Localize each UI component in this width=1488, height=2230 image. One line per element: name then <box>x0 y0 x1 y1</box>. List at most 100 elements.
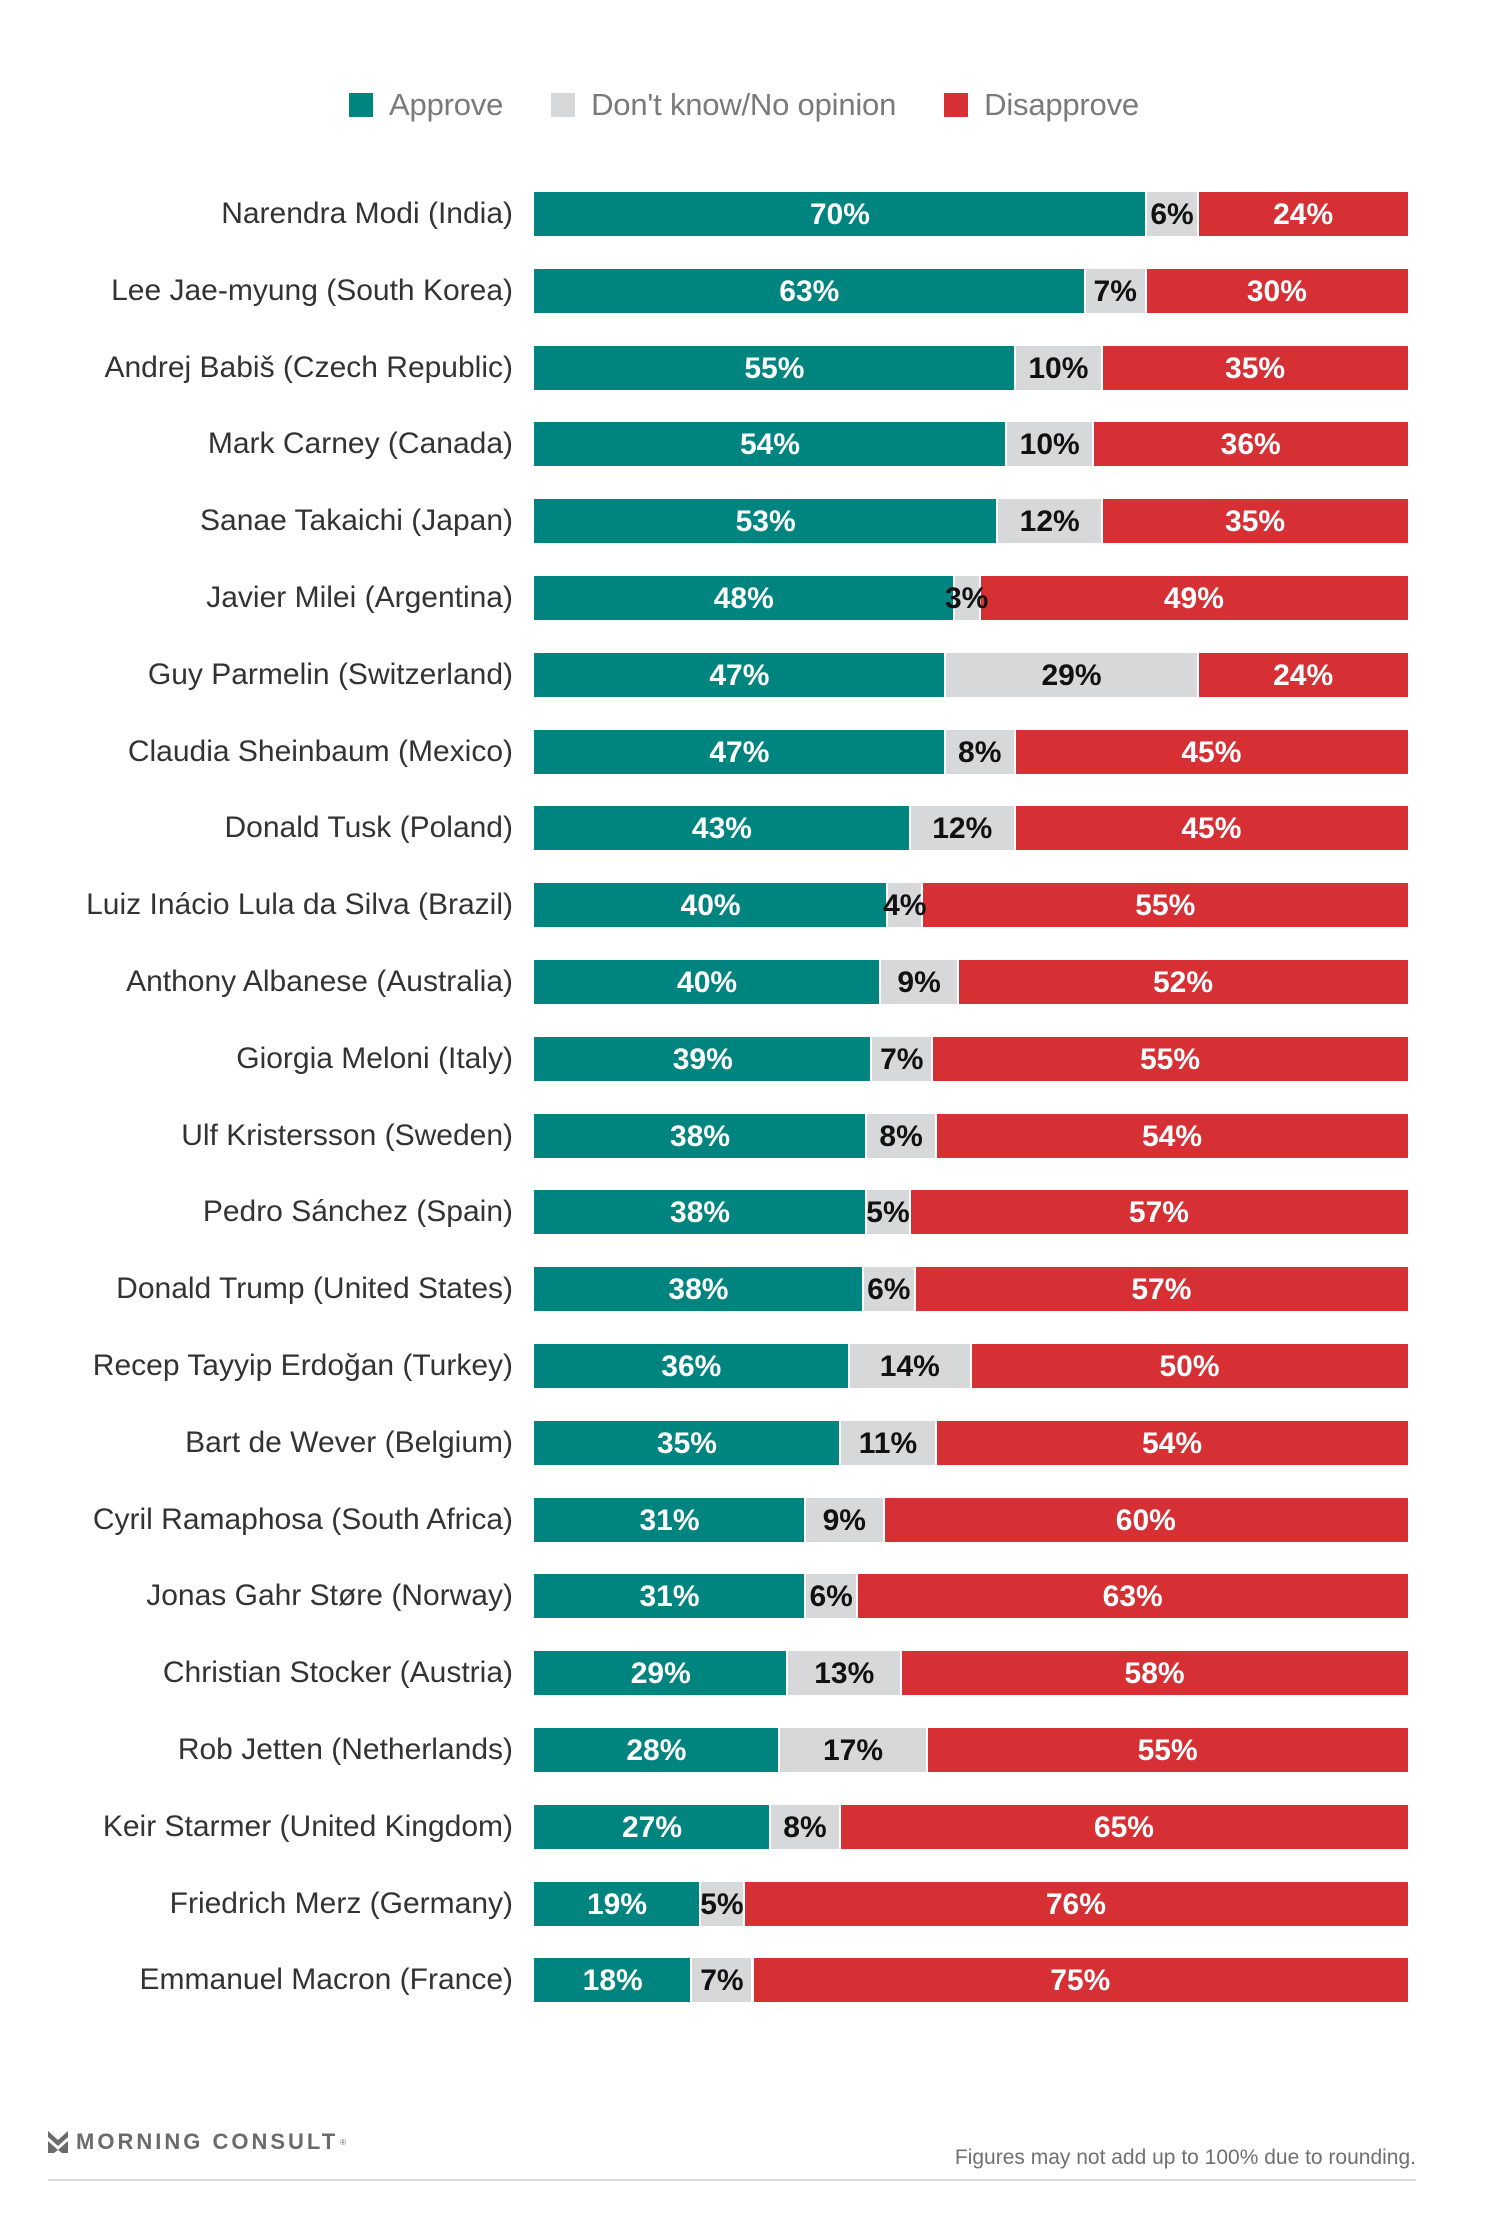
bar-segment-disapprove <box>937 1113 1408 1158</box>
data-label-dont-know: 5% <box>866 1196 910 1230</box>
bar-segment-disapprove <box>928 1728 1408 1772</box>
data-label-dont-know: 9% <box>822 1503 866 1537</box>
bar-segment-dont-know <box>805 1497 883 1542</box>
bar-segment-approve <box>534 1420 839 1465</box>
row-label: Pedro Sánchez (Spain) <box>202 1195 513 1229</box>
bar-segment-approve <box>534 1113 866 1158</box>
bar-row: 70% 6% 24% <box>534 192 1408 236</box>
bar-row: 39% 7% 55% <box>534 1036 1408 1081</box>
morning-consult-chevron-icon <box>48 2131 68 2153</box>
bar-row: 31% 9% 60% <box>534 1497 1408 1542</box>
bar-segment-approve <box>534 1728 778 1772</box>
row-label: Donald Tusk (Poland) <box>224 811 514 845</box>
row-label: Recep Tayyip Erdoğan (Turkey) <box>92 1349 513 1382</box>
bar-segment-approve <box>534 1881 700 1926</box>
data-label-dont-know: 7% <box>880 1042 924 1076</box>
legend-item-disapprove: Disapprove <box>944 87 1139 123</box>
bar-segment-approve <box>534 1651 787 1696</box>
bar-segment-disapprove <box>1199 192 1408 236</box>
data-label-approve: 47% <box>709 735 770 769</box>
bar-segment-disapprove <box>937 1420 1408 1465</box>
bar-segment-dont-know <box>888 883 922 928</box>
data-label-approve: 38% <box>670 1119 731 1153</box>
bar-segment-approve <box>534 960 880 1004</box>
legend-swatch-dont-know <box>551 93 576 117</box>
bar-segment-approve <box>534 883 887 928</box>
data-label-disapprove: 45% <box>1181 812 1242 846</box>
bar-segment-dont-know <box>779 1728 927 1772</box>
data-label-disapprove: 30% <box>1246 274 1307 308</box>
data-label-disapprove: 50% <box>1159 1350 1220 1383</box>
row-label: Anthony Albanese (Australia) <box>126 965 513 998</box>
data-label-dont-know: 17% <box>822 1734 884 1767</box>
data-label-disapprove: 24% <box>1273 658 1334 692</box>
row-label: Andrej Babiš (Czech Republic) <box>104 350 513 384</box>
data-label-dont-know: 7% <box>700 1964 744 1998</box>
bar-row: 43% 12% 45% <box>534 806 1408 851</box>
bar-segment-dont-know <box>867 1113 936 1158</box>
data-label-disapprove: 52% <box>1152 966 1214 999</box>
data-label-approve: 35% <box>656 1426 717 1460</box>
legend-label: Disapprove <box>984 87 1139 122</box>
data-label-dont-know: 8% <box>783 1810 827 1844</box>
bar-row: 48% 3% 49% <box>534 576 1408 620</box>
data-label-dont-know: 6% <box>809 1580 853 1614</box>
bar-segment-disapprove <box>753 1958 1408 2003</box>
bar-row: 40% 4% 55% <box>534 883 1408 928</box>
bar-segment-dont-know <box>805 1574 857 1619</box>
data-label-disapprove: 35% <box>1225 505 1286 539</box>
data-label-approve: 27% <box>621 1810 683 1844</box>
bar-segment-disapprove <box>959 960 1408 1004</box>
data-label-approve: 43% <box>691 812 752 846</box>
bar-segment-approve <box>534 652 944 697</box>
bar-segment-approve <box>534 1036 871 1081</box>
data-label-approve: 36% <box>661 1350 722 1383</box>
data-label-approve: 55% <box>744 351 805 385</box>
bar-segment-dont-know <box>867 1190 909 1235</box>
data-label-dont-know: 3% <box>944 582 989 615</box>
registered-mark: ® <box>340 2137 347 2147</box>
bar-segment-dont-know <box>1015 345 1102 390</box>
legend-item-dont-know: Don't know/No opinion <box>551 87 896 123</box>
bar-segment-dont-know <box>1006 422 1093 467</box>
data-label-dont-know: 10% <box>1019 428 1080 462</box>
bar-row: 19% 5% 76% <box>534 1881 1408 1926</box>
data-label-disapprove: 55% <box>1139 1042 1201 1076</box>
bar-segment-disapprove <box>1199 652 1408 697</box>
data-label-approve: 38% <box>668 1273 729 1307</box>
bar-segment-disapprove <box>744 1881 1408 1926</box>
legend-swatch-disapprove <box>944 93 969 117</box>
data-label-disapprove: 55% <box>1137 1734 1198 1767</box>
row-label: Giorgia Meloni (Italy) <box>236 1041 513 1075</box>
bar-segment-approve <box>534 192 1145 236</box>
bar-segment-dont-know <box>692 1958 752 2003</box>
data-label-disapprove: 49% <box>1163 582 1224 615</box>
data-label-approve: 40% <box>680 889 741 923</box>
bar-segment-approve <box>534 729 944 774</box>
bar-segment-disapprove <box>915 1267 1408 1312</box>
bar-segment-disapprove <box>858 1574 1408 1619</box>
data-label-approve: 39% <box>672 1042 733 1076</box>
legend-label: Approve <box>389 87 504 122</box>
bar-row: 40% 9% 52% <box>534 960 1408 1004</box>
legend-swatch-approve <box>349 93 374 117</box>
data-label-approve: 63% <box>779 274 840 308</box>
bar-segment-disapprove <box>840 1804 1408 1849</box>
rounding-footnote: Figures may not add up to 100% due to ro… <box>954 2146 1416 2169</box>
data-label-disapprove: 36% <box>1220 428 1281 462</box>
data-label-disapprove: 24% <box>1273 198 1334 231</box>
row-label: Jonas Gahr Støre (Norway) <box>146 1579 513 1613</box>
bar-segment-approve <box>534 576 953 620</box>
bar-segment-approve <box>534 499 997 544</box>
bar-row: 47% 8% 45% <box>534 729 1408 774</box>
data-label-approve: 19% <box>586 1887 648 1921</box>
row-label: Emmanuel Macron (France) <box>139 1963 513 1997</box>
data-label-dont-know: 12% <box>932 812 993 846</box>
data-label-approve: 29% <box>630 1657 691 1691</box>
bar-row: 54% 10% 36% <box>534 422 1408 467</box>
data-label-approve: 40% <box>677 966 738 999</box>
bar-segment-disapprove <box>972 1344 1408 1388</box>
bar-segment-dont-know <box>998 499 1102 544</box>
bar-segment-approve <box>534 1267 862 1312</box>
data-label-dont-know: 8% <box>879 1119 923 1153</box>
